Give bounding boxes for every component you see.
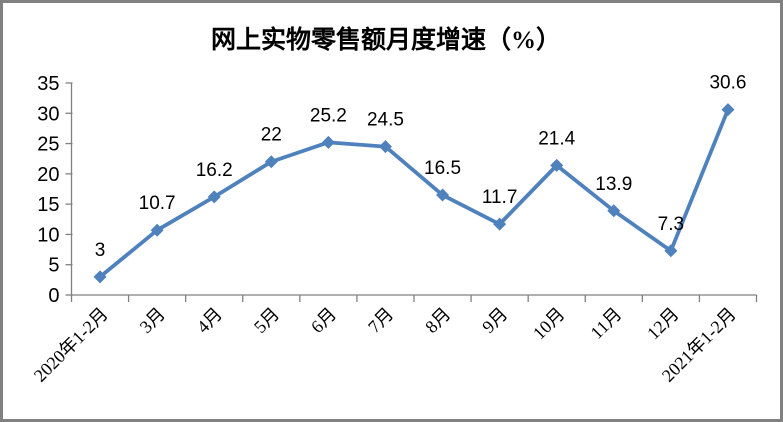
x-tick-label: 8月	[421, 304, 454, 337]
x-tick-label: 11月	[586, 304, 625, 343]
data-point-marker	[264, 155, 278, 169]
x-tick-label: 2020年1-2月	[30, 304, 112, 386]
data-point-marker	[150, 223, 164, 237]
data-point-marker	[493, 217, 507, 231]
series-line	[98, 108, 730, 279]
y-tick-label: 25	[37, 134, 59, 156]
data-point-marker	[378, 140, 392, 154]
data-point-label: 3	[95, 240, 106, 261]
y-tick-label: 20	[37, 164, 59, 186]
y-tick-label: 10	[37, 224, 59, 246]
data-point-marker	[550, 158, 564, 172]
data-point-marker	[607, 204, 621, 218]
data-point-marker	[721, 103, 735, 117]
data-point-marker	[93, 270, 107, 284]
data-point-marker	[321, 135, 335, 149]
data-point-label: 11.7	[482, 187, 518, 208]
x-tick-label: 10月	[529, 304, 569, 344]
data-point-marker	[436, 188, 450, 202]
y-tick-label: 0	[48, 285, 59, 307]
data-point-label: 21.4	[538, 128, 575, 149]
chart-title: 网上实物零售额月度增速（%）	[211, 25, 561, 54]
x-tick-label: 9月	[478, 304, 511, 337]
data-point-label: 7.3	[658, 214, 684, 235]
x-tick-label: 7月	[364, 304, 397, 337]
data-point-label: 25.2	[310, 105, 347, 126]
x-tick-label: 12月	[643, 304, 683, 344]
data-point-marker	[664, 244, 678, 258]
x-tick-label: 3月	[136, 304, 169, 337]
data-point-label: 13.9	[595, 174, 632, 195]
data-point-label: 16.2	[196, 160, 233, 181]
y-tick-label: 5	[48, 255, 59, 277]
y-tick-label: 35	[37, 73, 59, 95]
data-point-label: 22	[261, 125, 282, 146]
y-tick-label: 15	[37, 194, 59, 216]
data-point-marker	[207, 190, 221, 204]
x-tick-label: 6月	[307, 304, 340, 337]
data-point-label: 16.5	[424, 158, 461, 179]
x-tick-label: 5月	[250, 304, 283, 337]
data-point-label: 10.7	[139, 193, 176, 214]
line-chart: 网上实物零售额月度增速（%） 0 5 10 15 20 25 30 35 2020年1-2月 3月…	[30, 25, 758, 386]
data-point-label: 24.5	[367, 110, 404, 131]
data-point-label: 30.6	[709, 73, 746, 94]
x-tick-label: 4月	[193, 304, 226, 337]
y-tick-label: 30	[37, 103, 59, 125]
